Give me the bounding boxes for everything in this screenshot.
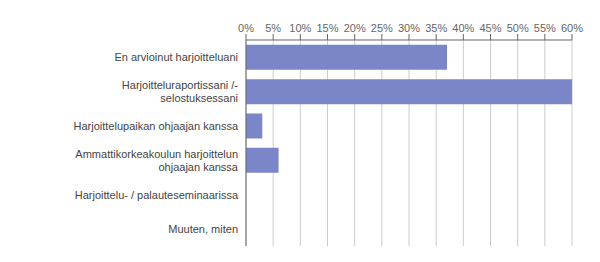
svg-text:15%: 15%: [316, 22, 338, 34]
svg-text:Harjoittelupaikan ohjaajan kan: Harjoittelupaikan ohjaajan kanssa: [74, 120, 239, 132]
svg-text:Ammattikorkeakoulun harjoittel: Ammattikorkeakoulun harjoittelunohjaajan…: [75, 148, 239, 173]
svg-text:20%: 20%: [344, 22, 366, 34]
svg-text:Muuten, miten: Muuten, miten: [168, 223, 238, 235]
svg-text:50%: 50%: [507, 22, 529, 34]
svg-text:25%: 25%: [371, 22, 393, 34]
svg-text:30%: 30%: [398, 22, 420, 34]
svg-text:10%: 10%: [289, 22, 311, 34]
svg-text:Harjoitteluraportissani /-selo: Harjoitteluraportissani /-selostuksessan…: [122, 79, 238, 104]
svg-text:En arvioinut harjoitteluani: En arvioinut harjoitteluani: [114, 51, 238, 63]
svg-text:55%: 55%: [534, 22, 556, 34]
svg-text:Harjoittelu- / palauteseminaar: Harjoittelu- / palauteseminaarissa: [75, 189, 239, 201]
svg-text:0%: 0%: [238, 22, 254, 34]
svg-text:45%: 45%: [479, 22, 501, 34]
svg-text:60%: 60%: [561, 22, 583, 34]
svg-text:5%: 5%: [265, 22, 281, 34]
svg-text:35%: 35%: [425, 22, 447, 34]
svg-text:40%: 40%: [452, 22, 474, 34]
